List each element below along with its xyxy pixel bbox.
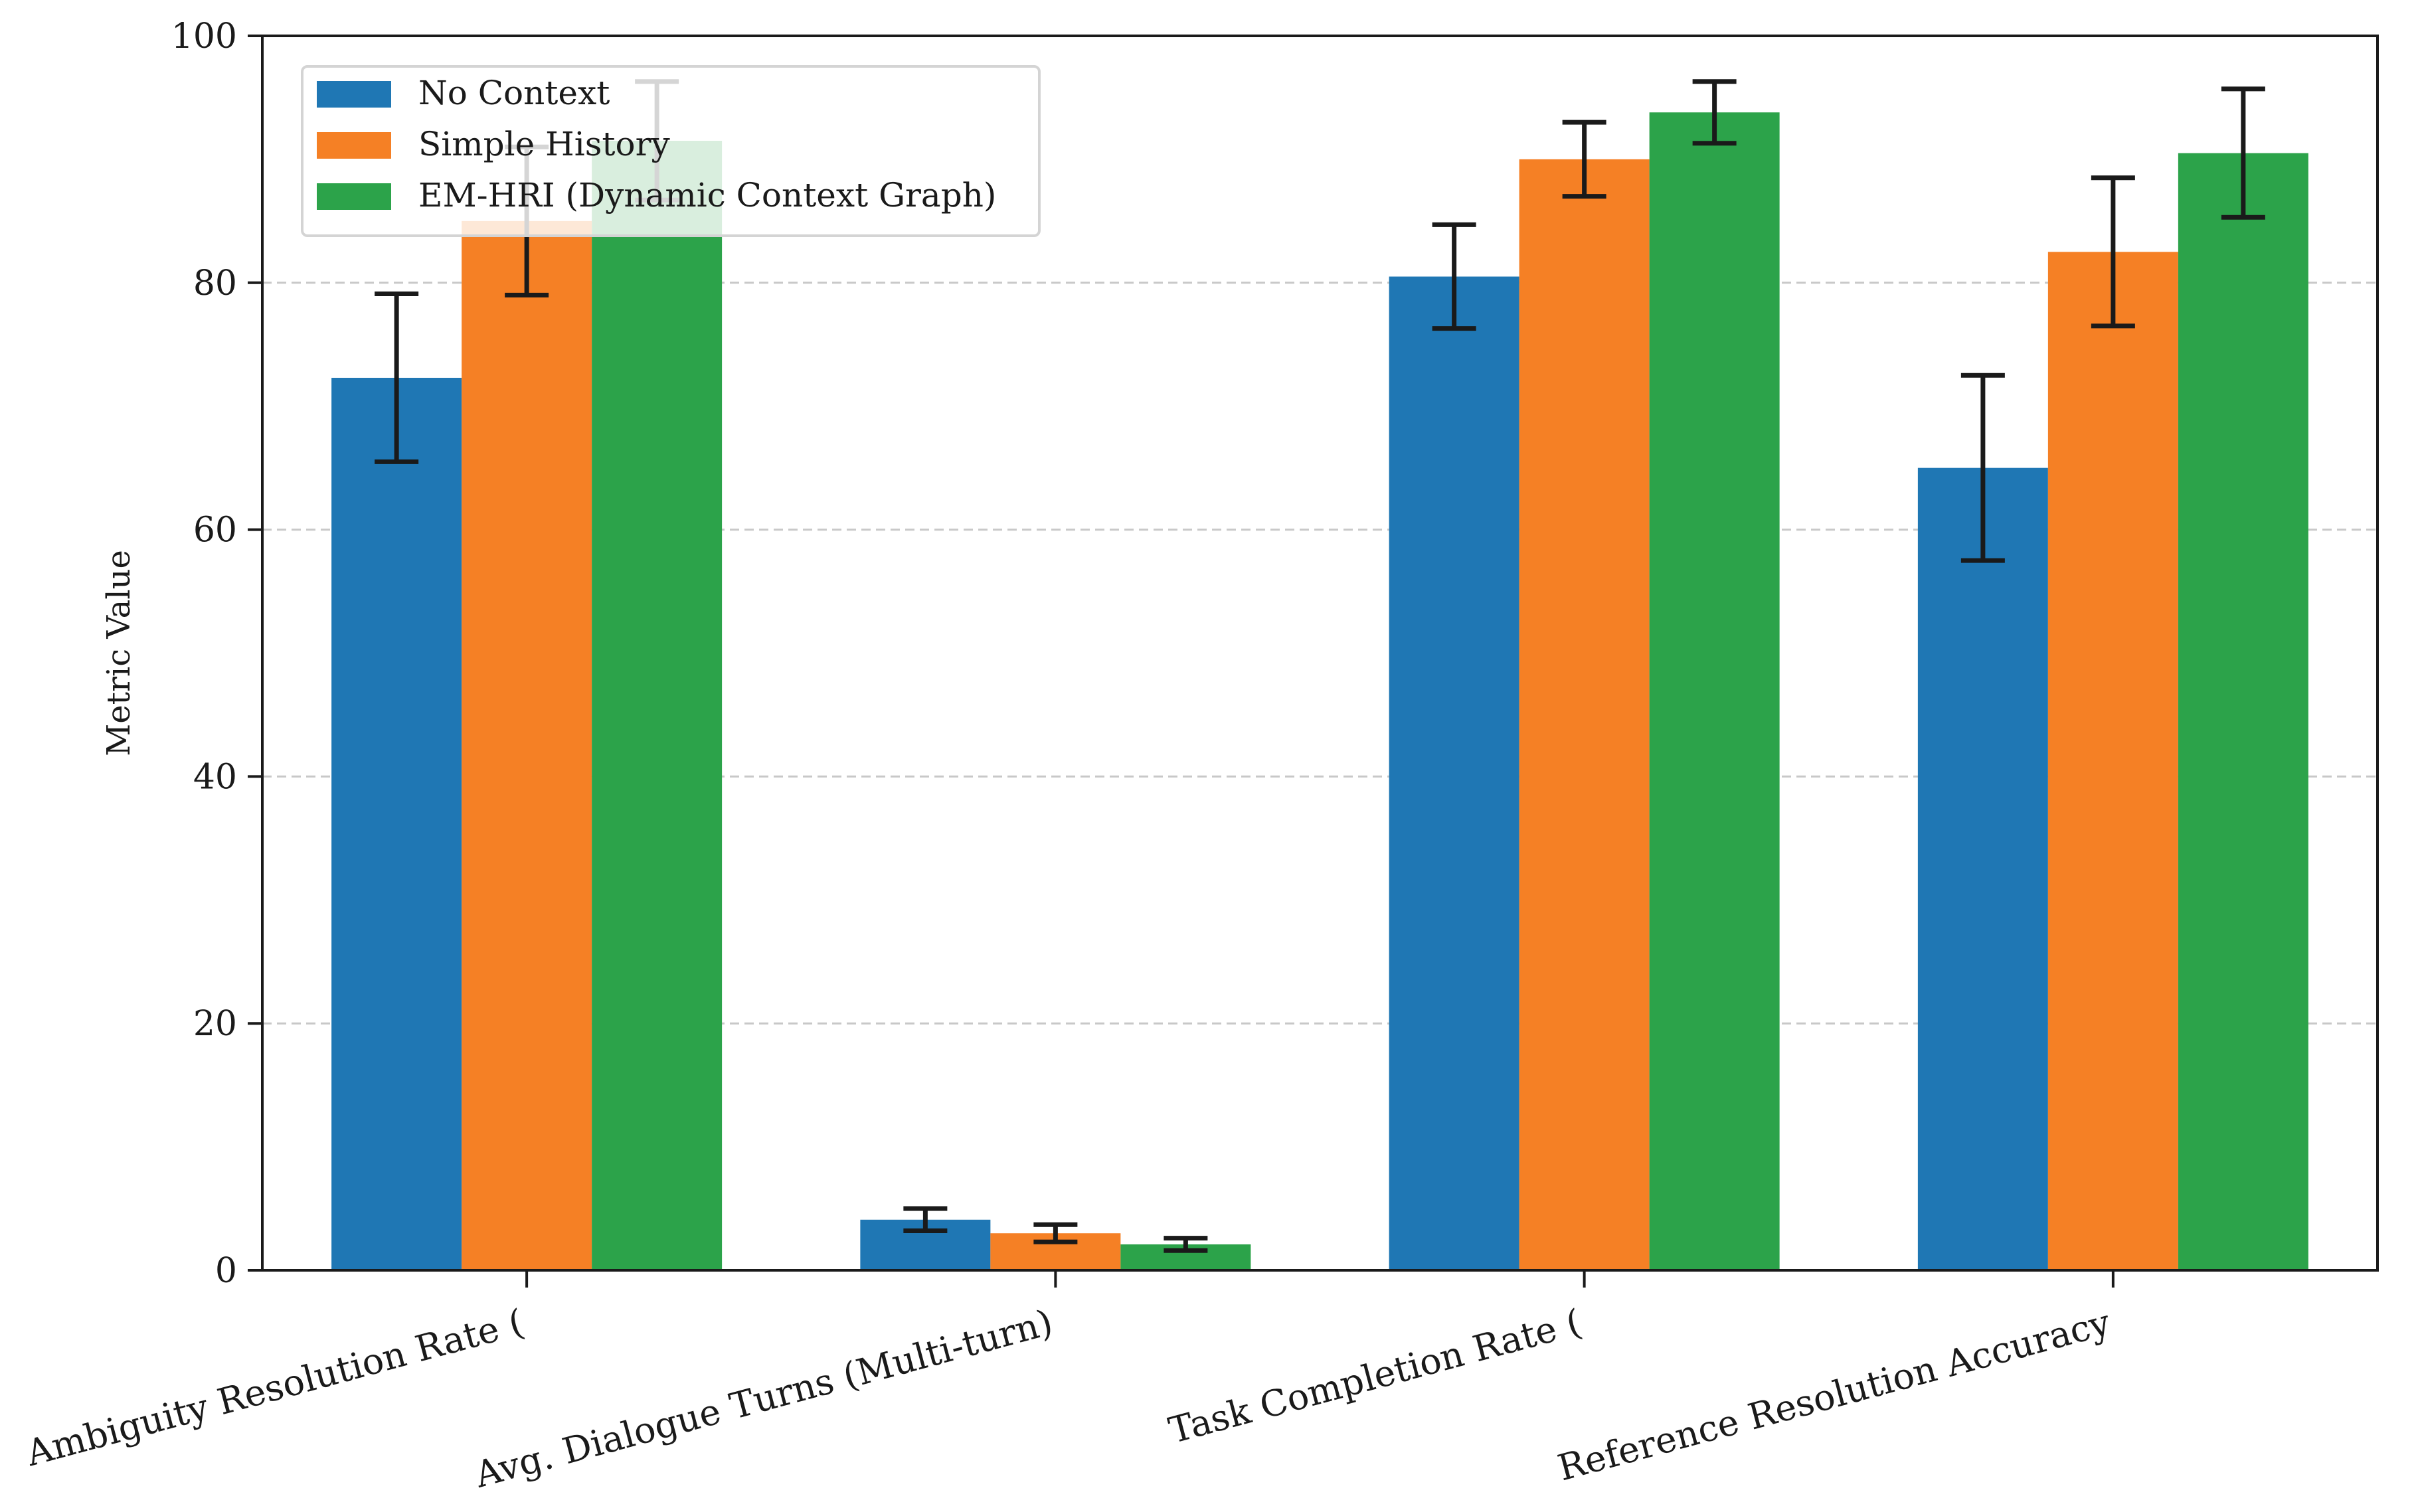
x-tick-label: Reference Resolution Accuracy bbox=[1553, 1301, 2115, 1489]
legend-label: EM-HRI (Dynamic Context Graph) bbox=[418, 176, 996, 214]
legend: No Context Simple History EM-HRI (Dynamic … bbox=[301, 65, 1041, 237]
bar bbox=[1519, 159, 1650, 1270]
x-tick-label: Task Completion Rate ( bbox=[1164, 1302, 1585, 1452]
bar bbox=[1389, 276, 1519, 1270]
legend-box bbox=[301, 65, 1041, 237]
y-tick-label: 40 bbox=[193, 757, 237, 797]
bar bbox=[592, 141, 723, 1270]
bar bbox=[1649, 112, 1780, 1270]
bar bbox=[1917, 467, 2048, 1270]
y-axis: 0 20 40 60 80 100 bbox=[171, 17, 262, 1291]
y-tick-label: 80 bbox=[193, 264, 237, 303]
y-tick-label: 20 bbox=[193, 1004, 237, 1044]
y-axis-label: Metric Value bbox=[100, 550, 137, 756]
y-tick-label: 0 bbox=[215, 1251, 237, 1291]
bars bbox=[331, 112, 2308, 1271]
error-bars bbox=[375, 79, 2265, 1253]
legend-swatch bbox=[317, 132, 391, 159]
bar bbox=[462, 220, 592, 1271]
y-tick-label: 100 bbox=[171, 17, 237, 56]
bar bbox=[2047, 252, 2178, 1271]
bar bbox=[331, 377, 462, 1270]
y-tick-label: 60 bbox=[193, 511, 237, 550]
legend-swatch bbox=[317, 81, 391, 108]
x-axis: Ambiguity Resolution Rate (Avg. Dialogue… bbox=[21, 1270, 2115, 1496]
bar bbox=[2178, 153, 2308, 1271]
x-tick-label: Avg. Dialogue Turns (Multi-turn) bbox=[470, 1302, 1057, 1496]
legend-label: Simple History bbox=[418, 125, 670, 163]
x-tick-label: Ambiguity Resolution Rate ( bbox=[21, 1302, 528, 1475]
legend-label: No Context bbox=[418, 74, 610, 112]
plot-frame bbox=[261, 35, 2379, 1272]
legend-swatch bbox=[317, 183, 391, 210]
